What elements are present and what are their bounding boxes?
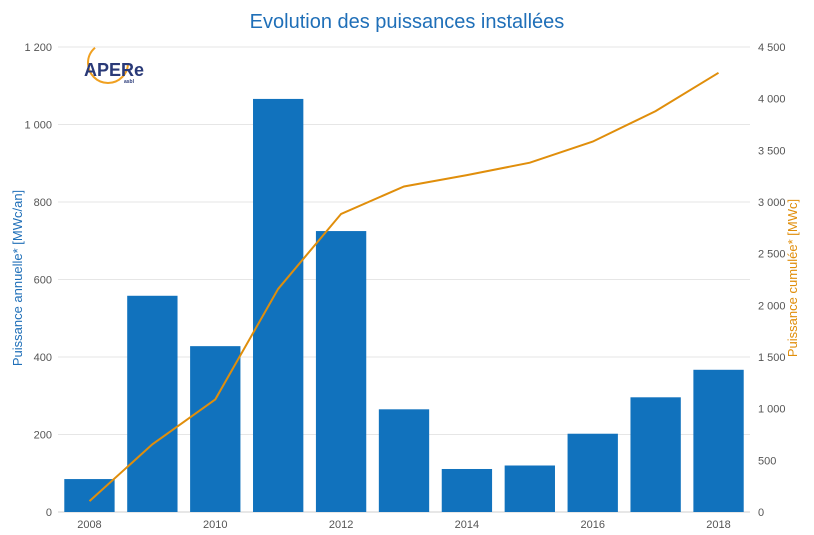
right-tick-label: 3 500 (758, 145, 786, 157)
right-axis-ticks: 0 500 1 000 1 500 2 000 2 500 3 000 3 500 4 000 4… (758, 42, 786, 519)
bar (693, 369, 744, 512)
logo-wordmark: APERe (84, 60, 144, 80)
left-tick-label: 1 000 (24, 120, 52, 132)
bar-series (64, 98, 744, 513)
line-series (88, 71, 720, 502)
x-tick-label: 2008 (77, 519, 101, 531)
left-tick-label: 600 (34, 275, 52, 287)
x-tick-label: 2010 (203, 519, 227, 531)
logo-ring (87, 42, 129, 84)
right-tick-label: 2 500 (758, 249, 786, 261)
right-tick-label: 0 (758, 507, 764, 519)
left-tick-label: 400 (34, 352, 52, 364)
logo-subtext: asbl (124, 79, 135, 85)
bar (630, 397, 681, 512)
bar (64, 479, 115, 512)
right-tick-label: 4 000 (758, 94, 786, 106)
x-tick-label: 2014 (455, 519, 479, 531)
left-axis-label: Puissance annuelle* [MWc/an] (10, 190, 25, 366)
bar (378, 409, 430, 512)
left-tick-label: 200 (34, 430, 52, 442)
right-tick-label: 2 000 (758, 300, 786, 312)
left-axis-ticks: 0 200 400 600 800 1 000 1 200 (24, 42, 52, 519)
bar (567, 433, 618, 512)
cumulative-line (88, 71, 720, 502)
x-tick-label: 2012 (329, 519, 353, 531)
right-tick-label: 3 000 (758, 197, 786, 209)
right-tick-label: 1 500 (758, 352, 786, 364)
bar (127, 295, 178, 512)
right-axis-label: Puissance cumulée* [MWc] (785, 199, 800, 357)
apere-logo: APERe asbl (84, 42, 144, 85)
left-tick-label: 800 (34, 197, 52, 209)
x-tick-label: 2018 (706, 519, 730, 531)
bar (315, 231, 367, 512)
right-tick-label: 1 000 (758, 404, 786, 416)
bar (253, 98, 304, 513)
right-tick-label: 500 (758, 455, 776, 467)
left-tick-label: 0 (46, 507, 52, 519)
left-tick-label: 1 200 (24, 42, 52, 54)
bar (504, 465, 555, 512)
x-axis-ticks: 2008 2010 2012 2014 2016 2018 (77, 519, 731, 531)
right-tick-label: 4 500 (758, 42, 786, 54)
bar (441, 468, 493, 512)
chart-title: Evolution des puissances installées (250, 11, 565, 33)
bar (190, 346, 241, 512)
x-tick-label: 2016 (580, 519, 604, 531)
